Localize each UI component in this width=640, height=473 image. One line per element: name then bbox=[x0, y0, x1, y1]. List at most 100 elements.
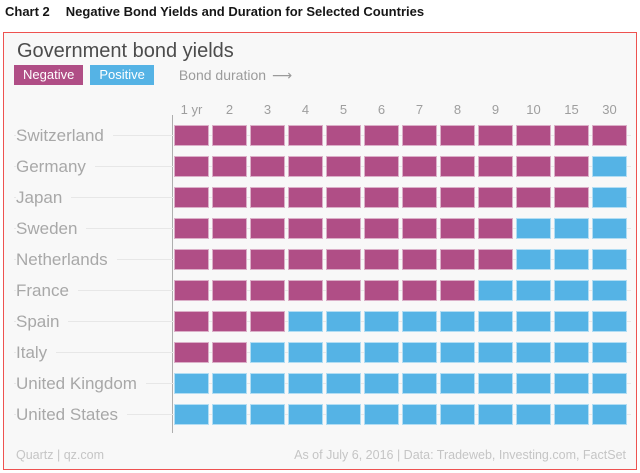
cell-spain-7 bbox=[402, 311, 437, 332]
cell-spain-6 bbox=[364, 311, 399, 332]
cell-united-kingdom-10 bbox=[516, 373, 551, 394]
country-label: Spain bbox=[16, 306, 69, 337]
cell-united-states-7 bbox=[402, 404, 437, 425]
cell-switzerland-6 bbox=[364, 125, 399, 146]
y-axis-line bbox=[172, 115, 173, 433]
cell-united-kingdom-30 bbox=[592, 373, 627, 394]
column-headers: 1 yr 2 3 4 5 6 7 8 9 10 15 30 bbox=[174, 102, 630, 117]
row-cells bbox=[174, 404, 630, 425]
cell-germany-15 bbox=[554, 156, 589, 177]
cell-switzerland-3 bbox=[250, 125, 285, 146]
cell-united-states-2 bbox=[212, 404, 247, 425]
cell-japan-1yr bbox=[174, 187, 209, 208]
row-cells bbox=[174, 373, 630, 394]
cell-france-15 bbox=[554, 280, 589, 301]
cell-sweden-7 bbox=[402, 218, 437, 239]
chart-row-sweden: Sweden bbox=[4, 213, 636, 244]
chart-title: Government bond yields bbox=[17, 40, 234, 62]
cell-sweden-3 bbox=[250, 218, 285, 239]
cell-france-9 bbox=[478, 280, 513, 301]
cell-germany-9 bbox=[478, 156, 513, 177]
cell-italy-1yr bbox=[174, 342, 209, 363]
chart-row-italy: Italy bbox=[4, 337, 636, 368]
legend-negative-badge: Negative bbox=[14, 65, 84, 85]
cell-united-kingdom-15 bbox=[554, 373, 589, 394]
chart-card: Government bond yields Negative Positive… bbox=[3, 32, 637, 470]
cell-united-kingdom-6 bbox=[364, 373, 399, 394]
cell-sweden-5 bbox=[326, 218, 361, 239]
column-header-4: 4 bbox=[301, 102, 310, 117]
cell-netherlands-10 bbox=[516, 249, 551, 270]
cell-italy-7 bbox=[402, 342, 437, 363]
country-label: Switzerland bbox=[16, 120, 113, 151]
column-header-10: 10 bbox=[526, 102, 541, 117]
column-header-5: 5 bbox=[339, 102, 348, 117]
cell-sweden-4 bbox=[288, 218, 323, 239]
cell-switzerland-5 bbox=[326, 125, 361, 146]
cell-united-kingdom-2 bbox=[212, 373, 247, 394]
cell-united-kingdom-7 bbox=[402, 373, 437, 394]
cell-united-states-9 bbox=[478, 404, 513, 425]
country-label: Japan bbox=[16, 182, 72, 213]
cell-netherlands-6 bbox=[364, 249, 399, 270]
cell-spain-2 bbox=[212, 311, 247, 332]
cell-france-3 bbox=[250, 280, 285, 301]
column-header-8: 8 bbox=[453, 102, 462, 117]
cell-united-kingdom-9 bbox=[478, 373, 513, 394]
cell-france-4 bbox=[288, 280, 323, 301]
cell-italy-5 bbox=[326, 342, 361, 363]
cell-japan-8 bbox=[440, 187, 475, 208]
cell-japan-30 bbox=[592, 187, 627, 208]
country-label: United Kingdom bbox=[16, 368, 146, 399]
cell-sweden-15 bbox=[554, 218, 589, 239]
country-label: United States bbox=[16, 399, 128, 430]
cell-italy-3 bbox=[250, 342, 285, 363]
country-label: Netherlands bbox=[16, 244, 117, 275]
cell-japan-5 bbox=[326, 187, 361, 208]
cell-germany-5 bbox=[326, 156, 361, 177]
cell-switzerland-1yr bbox=[174, 125, 209, 146]
cell-japan-9 bbox=[478, 187, 513, 208]
cell-netherlands-3 bbox=[250, 249, 285, 270]
cell-sweden-10 bbox=[516, 218, 551, 239]
cell-italy-10 bbox=[516, 342, 551, 363]
chart-footer: Quartz | qz.com As of July 6, 2016 | Dat… bbox=[16, 448, 626, 462]
cell-japan-2 bbox=[212, 187, 247, 208]
cell-netherlands-7 bbox=[402, 249, 437, 270]
chart-row-germany: Germany bbox=[4, 151, 636, 182]
cell-spain-1yr bbox=[174, 311, 209, 332]
cell-netherlands-5 bbox=[326, 249, 361, 270]
cell-netherlands-1yr bbox=[174, 249, 209, 270]
cell-germany-8 bbox=[440, 156, 475, 177]
cell-united-kingdom-3 bbox=[250, 373, 285, 394]
cell-united-states-15 bbox=[554, 404, 589, 425]
row-cells bbox=[174, 249, 630, 270]
cell-spain-3 bbox=[250, 311, 285, 332]
column-header-9: 9 bbox=[491, 102, 500, 117]
cell-united-states-3 bbox=[250, 404, 285, 425]
cell-sweden-6 bbox=[364, 218, 399, 239]
cell-switzerland-9 bbox=[478, 125, 513, 146]
chart-number-label: Chart 2 bbox=[5, 4, 50, 19]
cell-germany-2 bbox=[212, 156, 247, 177]
row-cells bbox=[174, 125, 630, 146]
column-header-1yr: 1 yr bbox=[180, 102, 203, 117]
cell-united-kingdom-4 bbox=[288, 373, 323, 394]
cell-united-kingdom-8 bbox=[440, 373, 475, 394]
chart-row-netherlands: Netherlands bbox=[4, 244, 636, 275]
cell-germany-7 bbox=[402, 156, 437, 177]
chart-row-united-kingdom: United Kingdom bbox=[4, 368, 636, 399]
column-header-3: 3 bbox=[263, 102, 272, 117]
row-cells bbox=[174, 187, 630, 208]
cell-germany-10 bbox=[516, 156, 551, 177]
cell-sweden-30 bbox=[592, 218, 627, 239]
cell-switzerland-2 bbox=[212, 125, 247, 146]
row-cells bbox=[174, 156, 630, 177]
column-header-2: 2 bbox=[225, 102, 234, 117]
cell-spain-10 bbox=[516, 311, 551, 332]
cell-switzerland-8 bbox=[440, 125, 475, 146]
row-cells bbox=[174, 311, 630, 332]
source-attribution: Quartz | qz.com bbox=[16, 448, 104, 462]
cell-germany-30 bbox=[592, 156, 627, 177]
cell-united-states-30 bbox=[592, 404, 627, 425]
